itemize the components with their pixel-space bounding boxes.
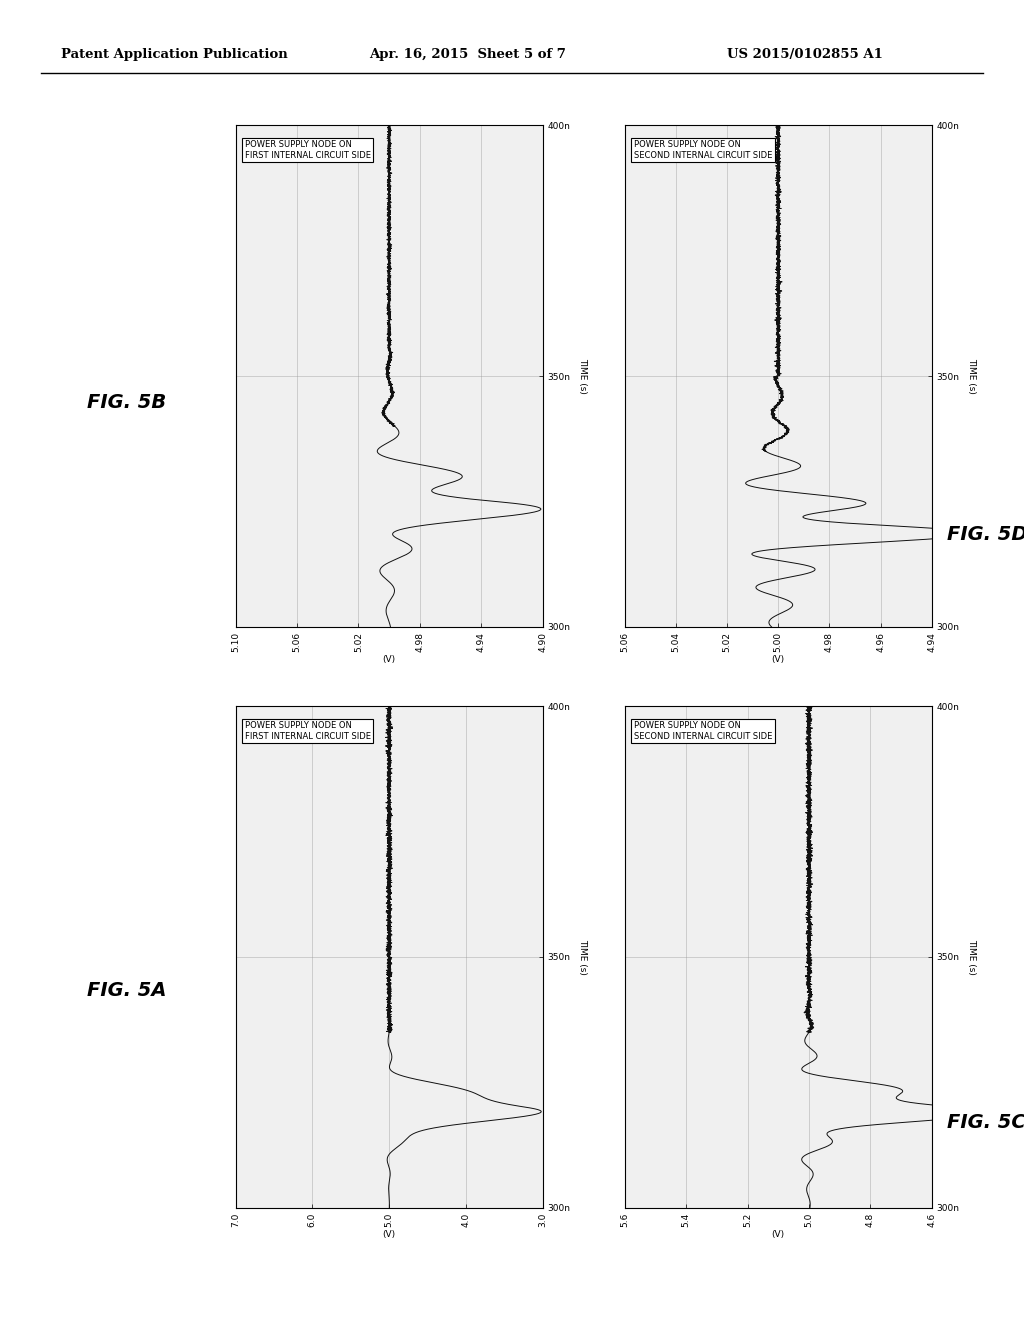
Text: POWER SUPPLY NODE ON
FIRST INTERNAL CIRCUIT SIDE: POWER SUPPLY NODE ON FIRST INTERNAL CIRC… — [245, 140, 371, 160]
Text: FIG. 5B: FIG. 5B — [87, 393, 166, 412]
Y-axis label: TIME (s): TIME (s) — [968, 358, 976, 395]
Y-axis label: TIME (s): TIME (s) — [579, 939, 587, 975]
Text: FIG. 5C: FIG. 5C — [947, 1113, 1024, 1131]
Text: Apr. 16, 2015  Sheet 5 of 7: Apr. 16, 2015 Sheet 5 of 7 — [369, 48, 565, 61]
X-axis label: (V): (V) — [383, 1230, 395, 1238]
Text: POWER SUPPLY NODE ON
SECOND INTERNAL CIRCUIT SIDE: POWER SUPPLY NODE ON SECOND INTERNAL CIR… — [634, 140, 772, 160]
Text: Patent Application Publication: Patent Application Publication — [61, 48, 288, 61]
Y-axis label: TIME (s): TIME (s) — [968, 939, 976, 975]
X-axis label: (V): (V) — [772, 1230, 784, 1238]
Text: FIG. 5D: FIG. 5D — [947, 525, 1024, 544]
Y-axis label: TIME (s): TIME (s) — [579, 358, 587, 395]
Text: FIG. 5A: FIG. 5A — [87, 981, 167, 999]
Text: POWER SUPPLY NODE ON
FIRST INTERNAL CIRCUIT SIDE: POWER SUPPLY NODE ON FIRST INTERNAL CIRC… — [245, 721, 371, 741]
X-axis label: (V): (V) — [772, 655, 784, 664]
Text: POWER SUPPLY NODE ON
SECOND INTERNAL CIRCUIT SIDE: POWER SUPPLY NODE ON SECOND INTERNAL CIR… — [634, 721, 772, 741]
Text: US 2015/0102855 A1: US 2015/0102855 A1 — [727, 48, 883, 61]
X-axis label: (V): (V) — [383, 655, 395, 664]
